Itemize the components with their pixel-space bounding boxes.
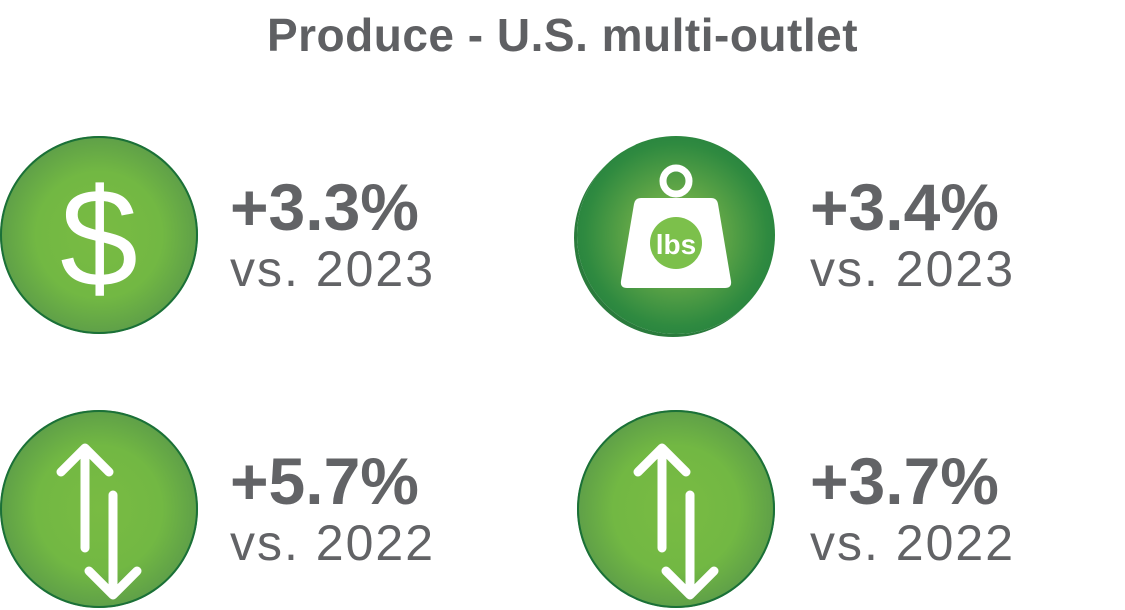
stat-value: +3.4% [810,170,999,244]
stat-dollar-vs-2022: +5.7% vs. 2022 [0,410,560,610]
stat-label: vs. 2022 [230,515,436,571]
stat-value: +3.7% [810,444,999,518]
up-down-arrows-icon [577,410,775,608]
stat-volume-sales: lbs +3.4% vs. 2023 [577,136,1125,336]
stat-value: +3.3% [230,170,419,244]
stat-label: vs. 2023 [230,241,436,297]
lbs-text: lbs [656,229,696,260]
up-down-arrows-icon [0,410,198,608]
stat-dollar-sales: $ +3.3% vs. 2023 [0,136,560,336]
svg-text:$: $ [60,159,138,316]
weight-lbs-icon: lbs [577,136,775,334]
stat-label: vs. 2022 [810,515,1016,571]
page-title: Produce - U.S. multi-outlet [266,9,859,61]
stat-label: vs. 2023 [810,241,1016,297]
stat-volume-vs-2022: +3.7% vs. 2022 [577,410,1125,610]
dollar-icon: $ [0,136,198,334]
stat-value: +5.7% [230,444,419,518]
